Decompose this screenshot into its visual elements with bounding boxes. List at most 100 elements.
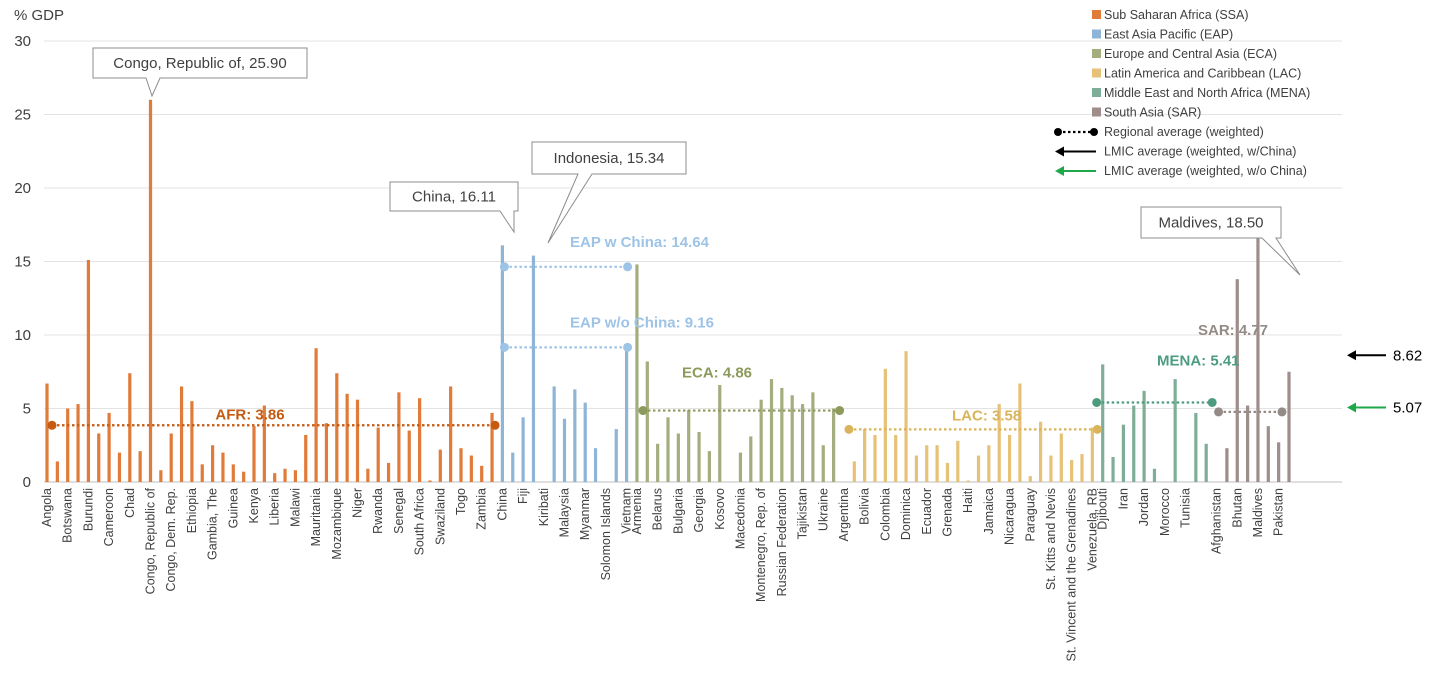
- bar-mena: [1111, 457, 1115, 482]
- category-label: Rwanda: [371, 488, 385, 534]
- category-label: Djibouti: [1096, 488, 1110, 530]
- y-tick-label: 25: [14, 107, 31, 124]
- category-label: Argentina: [837, 488, 851, 542]
- bar-eca: [635, 264, 639, 482]
- lmic-average-arrow: 8.62: [1347, 347, 1422, 364]
- arrow-head: [1347, 402, 1356, 413]
- category-label: Kenya: [247, 488, 261, 523]
- bar-lac: [863, 429, 867, 482]
- bar-ssa: [283, 468, 287, 482]
- category-label: St. Vincent and the Grenadines: [1065, 488, 1079, 662]
- bar-ssa: [86, 260, 90, 482]
- lmic-average-arrow: 5.07: [1347, 399, 1422, 416]
- bar-ssa: [138, 451, 142, 482]
- category-label: Ethiopia: [185, 488, 199, 533]
- callout-box: [389, 181, 519, 234]
- bar-ssa: [407, 430, 411, 482]
- callout-box: [531, 141, 687, 244]
- bar-eap: [552, 386, 556, 482]
- y-tick-label: 15: [14, 254, 31, 271]
- bar-lac: [1090, 427, 1094, 482]
- bar-ssa: [242, 471, 246, 482]
- bar-eap: [614, 429, 618, 482]
- category-label: Mauritania: [309, 488, 323, 546]
- callout-label: Maldives, 18.50: [1158, 215, 1263, 232]
- callout: Indonesia, 15.34: [531, 141, 687, 244]
- bar-eca: [687, 409, 691, 482]
- bar-lac: [894, 434, 898, 482]
- average-marker: [499, 262, 509, 272]
- legend-entry: Sub Saharan Africa (SSA): [1104, 8, 1249, 22]
- average-marker: [490, 420, 500, 430]
- legend-entry: Latin America and Caribbean (LAC): [1104, 67, 1301, 81]
- average-label: SAR: 4.77: [1198, 322, 1268, 339]
- category-label: Grenada: [940, 488, 954, 537]
- category-label: Morocco: [1158, 488, 1172, 536]
- average-lac: [844, 424, 1102, 434]
- category-label: Kosovo: [713, 488, 727, 530]
- category-label: Macedonia: [733, 488, 747, 549]
- callout-box: [92, 47, 308, 98]
- bar-ssa: [449, 386, 453, 482]
- average-marker: [1092, 397, 1102, 407]
- bar-eap: [593, 448, 598, 482]
- category-label: Armenia: [630, 488, 644, 535]
- bar-sar: [1235, 279, 1239, 482]
- category-label: Afghanistan: [1210, 488, 1224, 554]
- bar-eap: [521, 417, 525, 482]
- average-marker: [47, 420, 57, 430]
- callout: Maldives, 18.50: [1140, 206, 1301, 276]
- bar-ssa: [148, 99, 153, 483]
- average-label: MENA: 5.41: [1157, 352, 1240, 369]
- category-label: Angola: [40, 488, 54, 527]
- category-label: Montenegro, Rep. of: [754, 487, 768, 601]
- category-label: Maldives: [1251, 488, 1265, 537]
- bar-lac: [925, 445, 929, 482]
- category-label: Colombia: [878, 488, 892, 541]
- bar-lac: [1028, 476, 1032, 482]
- average-marker: [835, 406, 845, 416]
- bar-mena: [1132, 405, 1136, 482]
- legend-swatch: [1092, 107, 1101, 117]
- category-label: Georgia: [692, 488, 706, 533]
- bar-eca: [759, 399, 763, 482]
- category-label: China: [495, 488, 509, 521]
- average-marker: [499, 342, 509, 352]
- bar-ssa: [304, 434, 308, 482]
- legend-entry: Regional average (weighted): [1104, 125, 1264, 139]
- category-label: Zambia: [475, 488, 489, 530]
- category-label: Kiribati: [537, 488, 551, 526]
- callout-label: Congo, Republic of, 25.90: [113, 55, 286, 72]
- callout-label: Indonesia, 15.34: [554, 150, 665, 167]
- lmic-average-label: 8.62: [1393, 347, 1422, 364]
- legend-entry: LMIC average (weighted, w/China): [1104, 145, 1296, 159]
- bar-ssa: [314, 348, 318, 482]
- category-label: Congo, Dem. Rep.: [164, 488, 178, 592]
- bar-lac: [945, 462, 950, 482]
- bar-ssa: [159, 470, 163, 482]
- bar-ssa: [469, 455, 473, 482]
- bar-mena: [1121, 424, 1125, 482]
- average-label: EAP w China: 14.64: [570, 234, 710, 251]
- bar-eca: [656, 443, 660, 482]
- category-label: Togo: [454, 488, 468, 515]
- callout-box: [1140, 206, 1301, 276]
- bar-ssa: [418, 398, 422, 482]
- average-marker: [638, 406, 648, 416]
- category-label: Tajikistan: [796, 488, 810, 539]
- category-label: Cameroon: [102, 488, 116, 546]
- category-label: Russian Federation: [775, 488, 789, 596]
- category-label: Mozambique: [330, 488, 344, 560]
- arrow-head: [1347, 350, 1356, 361]
- category-label: Senegal: [392, 488, 406, 534]
- bar-mena: [1101, 364, 1105, 482]
- average-eap: [499, 262, 633, 272]
- bar-mena: [1194, 412, 1198, 482]
- average-marker: [623, 342, 633, 352]
- y-tick-label: 30: [14, 33, 31, 50]
- average-mena: [1092, 397, 1217, 407]
- bar-eca: [738, 452, 743, 482]
- bar-lac: [997, 404, 1001, 482]
- callout: China, 16.11: [389, 181, 519, 234]
